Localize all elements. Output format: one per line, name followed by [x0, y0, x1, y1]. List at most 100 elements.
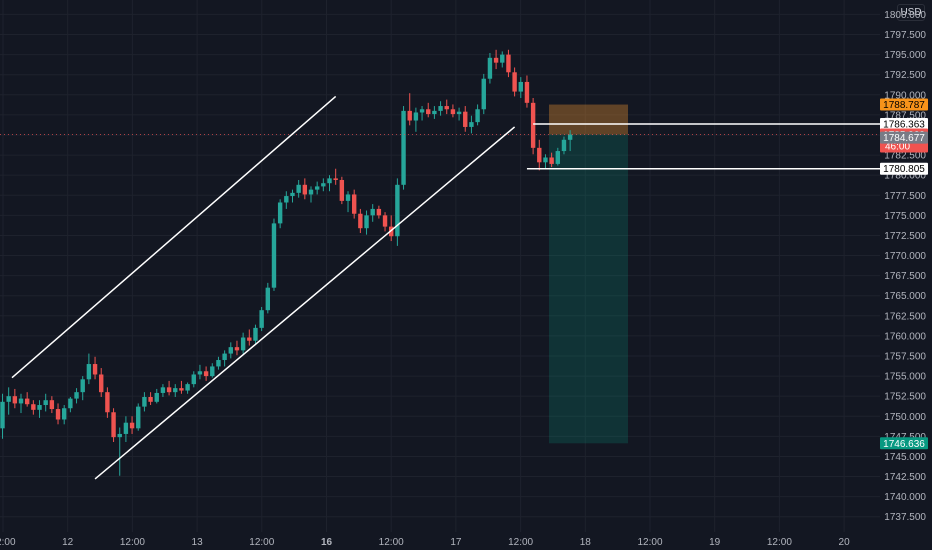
candle-body[interactable] — [500, 54, 505, 63]
candle-body[interactable] — [68, 398, 73, 409]
candle-body[interactable] — [419, 109, 425, 113]
candle-body[interactable] — [512, 72, 517, 92]
candle-body[interactable] — [463, 111, 468, 127]
candle-body[interactable] — [456, 111, 462, 115]
candle-body[interactable] — [549, 157, 554, 164]
position-target-zone[interactable] — [549, 134, 628, 444]
candle-body[interactable] — [117, 433, 122, 438]
candle-body[interactable] — [6, 396, 11, 402]
candle-body[interactable] — [166, 387, 172, 393]
candle-body[interactable] — [413, 112, 419, 121]
candle-body[interactable] — [543, 157, 548, 163]
currency-label[interactable]: USD — [897, 4, 925, 21]
candle-body[interactable] — [203, 371, 209, 377]
candle-body[interactable] — [506, 54, 511, 73]
candle-body[interactable] — [407, 110, 412, 121]
candle-body[interactable] — [345, 194, 351, 201]
candle-body[interactable] — [370, 208, 375, 216]
candle-body[interactable] — [222, 353, 227, 361]
candle-body[interactable] — [18, 398, 24, 404]
candle-body[interactable] — [240, 337, 246, 351]
price-tick-label: 1752.500 — [884, 392, 926, 403]
candle-body[interactable] — [111, 412, 116, 438]
candle-body[interactable] — [475, 109, 480, 123]
candle-body[interactable] — [524, 81, 530, 103]
candle-body[interactable] — [43, 400, 48, 406]
candle-body[interactable] — [31, 404, 36, 410]
candle-body[interactable] — [37, 405, 42, 410]
candle-body[interactable] — [0, 401, 5, 429]
candle-body[interactable] — [567, 134, 573, 140]
candle-body[interactable] — [216, 360, 221, 367]
candle-body[interactable] — [142, 396, 147, 407]
candle-body[interactable] — [481, 78, 486, 110]
candle-body[interactable] — [55, 409, 61, 420]
candle-body[interactable] — [92, 364, 98, 375]
candle-body[interactable] — [284, 196, 289, 203]
candle-body[interactable] — [123, 422, 129, 434]
candle-body[interactable] — [364, 215, 369, 229]
candle-body[interactable] — [358, 213, 363, 229]
candle-body[interactable] — [160, 387, 166, 393]
candle-body[interactable] — [210, 366, 215, 377]
candle-body[interactable] — [105, 392, 110, 413]
candle-body[interactable] — [444, 106, 449, 110]
candle-body[interactable] — [259, 310, 264, 328]
candle-body[interactable] — [277, 202, 283, 224]
candle-body[interactable] — [265, 287, 271, 311]
candle-body[interactable] — [376, 208, 382, 216]
candle-body[interactable] — [438, 106, 443, 111]
candle-body[interactable] — [537, 147, 542, 163]
candle-body[interactable] — [302, 184, 308, 195]
candle-body[interactable] — [561, 139, 567, 152]
candle-body[interactable] — [395, 184, 400, 237]
candle-body[interactable] — [62, 408, 67, 420]
candle-body[interactable] — [327, 178, 332, 184]
candle-body[interactable] — [308, 189, 314, 195]
candle-body[interactable] — [185, 384, 190, 391]
candle-body[interactable] — [148, 396, 153, 402]
candle-body[interactable] — [179, 388, 184, 391]
candle-body[interactable] — [228, 347, 233, 354]
candle-body[interactable] — [290, 192, 295, 197]
candle-body[interactable] — [314, 186, 320, 190]
candle-body[interactable] — [129, 422, 135, 429]
candle-body[interactable] — [401, 110, 406, 185]
candle-body[interactable] — [154, 392, 159, 402]
candle-body[interactable] — [271, 223, 277, 288]
candle-body[interactable] — [247, 337, 252, 341]
candle-body[interactable] — [24, 398, 30, 405]
candle-body[interactable] — [333, 178, 338, 180]
candle-body[interactable] — [80, 379, 85, 393]
candle-body[interactable] — [493, 57, 499, 63]
price-tick-label: 1800.000 — [884, 10, 926, 21]
candle-body[interactable] — [432, 110, 437, 115]
candle-body[interactable] — [253, 327, 258, 341]
candle-body[interactable] — [173, 388, 178, 393]
trendline-channel-upper[interactable] — [11, 95, 337, 379]
candle-body[interactable] — [86, 364, 92, 380]
candle-body[interactable] — [49, 400, 55, 410]
candle-body[interactable] — [426, 109, 431, 115]
candle-body[interactable] — [487, 57, 493, 79]
candle-body[interactable] — [296, 184, 301, 193]
candle-body[interactable] — [197, 371, 203, 375]
candle-body[interactable] — [555, 151, 560, 164]
candle-body[interactable] — [351, 194, 357, 214]
candle-body[interactable] — [469, 122, 474, 127]
candle-body[interactable] — [191, 374, 196, 385]
candle-body[interactable] — [12, 396, 18, 404]
position-stop-zone[interactable] — [549, 104, 628, 135]
candle-body[interactable] — [518, 81, 523, 92]
candle-body[interactable] — [74, 392, 79, 399]
candle-body[interactable] — [136, 406, 141, 429]
candle-body[interactable] — [339, 179, 345, 201]
candle-body[interactable] — [321, 183, 326, 187]
candle-body[interactable] — [99, 374, 104, 393]
candle-body[interactable] — [450, 109, 456, 115]
candle-body[interactable] — [382, 215, 388, 227]
candle-body[interactable] — [234, 347, 240, 351]
trendline-channel-lower[interactable] — [94, 126, 516, 480]
candle-body[interactable] — [530, 102, 536, 148]
